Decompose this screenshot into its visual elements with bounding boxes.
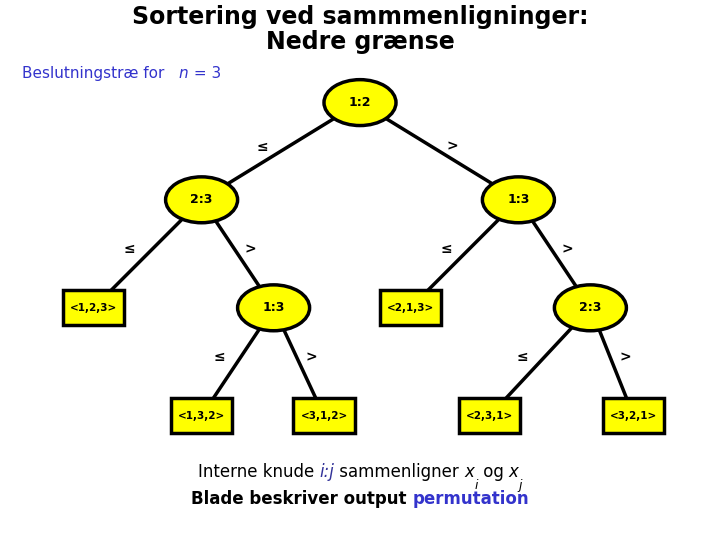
FancyBboxPatch shape bbox=[603, 399, 665, 433]
FancyBboxPatch shape bbox=[459, 399, 521, 433]
Text: Sortering ved sammmenligninger:: Sortering ved sammmenligninger: bbox=[132, 5, 588, 29]
Text: <1,2,3>: <1,2,3> bbox=[70, 303, 117, 313]
Ellipse shape bbox=[166, 177, 238, 222]
Text: 1:3: 1:3 bbox=[507, 193, 530, 206]
Text: i: i bbox=[474, 480, 477, 492]
Text: Nedre grænse: Nedre grænse bbox=[266, 30, 454, 53]
Text: 2:3: 2:3 bbox=[579, 301, 602, 314]
FancyBboxPatch shape bbox=[294, 399, 355, 433]
Text: <2,3,1>: <2,3,1> bbox=[466, 411, 513, 421]
Text: n: n bbox=[179, 66, 188, 82]
Text: <3,2,1>: <3,2,1> bbox=[610, 411, 657, 421]
Ellipse shape bbox=[554, 285, 626, 330]
Text: ≤: ≤ bbox=[257, 140, 269, 154]
Ellipse shape bbox=[324, 79, 396, 125]
Text: j: j bbox=[518, 480, 522, 492]
Text: 1:2: 1:2 bbox=[348, 96, 372, 109]
Text: <1,3,2>: <1,3,2> bbox=[178, 411, 225, 421]
Text: <3,1,2>: <3,1,2> bbox=[300, 411, 348, 421]
Text: >: > bbox=[446, 140, 458, 154]
Text: 2:3: 2:3 bbox=[190, 193, 213, 206]
Text: x: x bbox=[464, 463, 474, 481]
FancyBboxPatch shape bbox=[63, 291, 124, 325]
Text: ≤: ≤ bbox=[441, 242, 452, 256]
Text: Beslutningstræ for: Beslutningstræ for bbox=[22, 66, 169, 82]
Text: 1:3: 1:3 bbox=[262, 301, 285, 314]
Text: = 3: = 3 bbox=[189, 66, 222, 82]
Text: sammenligner: sammenligner bbox=[334, 463, 464, 481]
Text: x: x bbox=[509, 463, 518, 481]
Text: ≤: ≤ bbox=[214, 350, 225, 365]
Text: >: > bbox=[306, 350, 318, 365]
Text: og: og bbox=[477, 463, 509, 481]
Text: Blade beskriver output: Blade beskriver output bbox=[191, 490, 413, 508]
Text: ≤: ≤ bbox=[124, 242, 135, 256]
Text: ≤: ≤ bbox=[516, 350, 528, 365]
Text: >: > bbox=[619, 350, 631, 365]
Text: <2,1,3>: <2,1,3> bbox=[387, 303, 434, 313]
Text: i:j: i:j bbox=[320, 463, 334, 481]
Ellipse shape bbox=[238, 285, 310, 330]
Text: permutation: permutation bbox=[413, 490, 529, 508]
Text: >: > bbox=[245, 242, 256, 256]
Text: >: > bbox=[562, 242, 573, 256]
Text: Interne knude: Interne knude bbox=[198, 463, 320, 481]
Ellipse shape bbox=[482, 177, 554, 222]
FancyBboxPatch shape bbox=[171, 399, 232, 433]
FancyBboxPatch shape bbox=[380, 291, 441, 325]
